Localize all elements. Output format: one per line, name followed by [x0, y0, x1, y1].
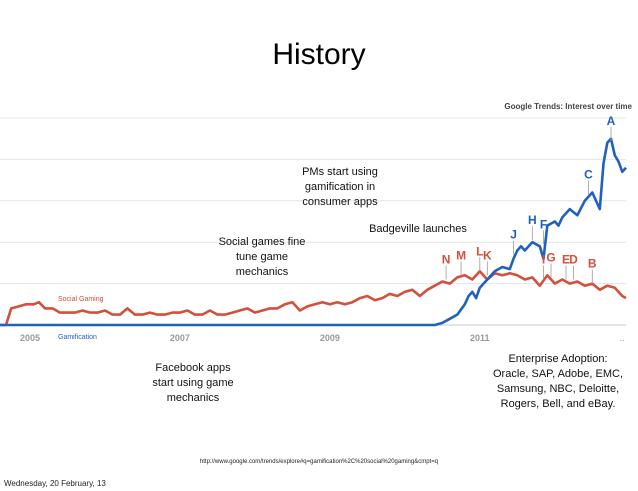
annotation-enterprise: Enterprise Adoption: Oracle, SAP, Adobe,…: [488, 352, 628, 412]
annotation-line: Samsung, NBC, Deloitte,: [496, 383, 620, 395]
annotation-line: Enterprise Adoption:: [508, 353, 608, 365]
event-marker-F: F: [540, 217, 547, 231]
annotation-facebook: Facebook apps start using game mechanics: [138, 361, 248, 406]
x-tick-label: 2011: [470, 333, 490, 343]
page-title: History: [272, 38, 366, 71]
annotation-pms: PMs start using gamification in consumer…: [290, 165, 390, 210]
annotation-line: mechanics: [166, 392, 220, 404]
series-line-social-gaming: [0, 269, 627, 327]
annotation-line: Badgeville launches: [369, 223, 467, 235]
source-url: http://www.google.com/trends/explore#q=g…: [199, 459, 439, 465]
x-tick-label: 2005: [20, 333, 40, 343]
event-marker-E: E: [562, 253, 570, 267]
annotation-line: consumer apps: [302, 196, 378, 208]
event-marker-M: M: [456, 248, 466, 262]
event-marker-I: I: [542, 253, 545, 267]
annotation-line: Rogers, Bell, and eBay.: [500, 398, 616, 410]
event-marker-B: B: [588, 257, 597, 271]
event-marker-N: N: [442, 253, 451, 267]
event-marker-G: G: [546, 250, 555, 264]
series-line-gamification: [0, 137, 627, 327]
event-marker-K: K: [483, 248, 492, 262]
event-marker-L: L: [476, 244, 483, 258]
annotation-line: start using game: [152, 377, 234, 389]
footer-date: Wednesday, 20 February, 13: [4, 479, 106, 488]
legend-social-gaming: Social Gaming: [58, 296, 104, 303]
event-marker-J: J: [510, 228, 517, 242]
chart-series: [0, 137, 627, 327]
trends-source-label: Google Trends: Interest over time: [504, 102, 632, 111]
event-marker-A: A: [607, 114, 616, 128]
chart-event-markers: N M L K I G E D B JH F C A: [442, 114, 616, 284]
x-tick-label: 2009: [320, 333, 340, 343]
annotation-line: Oracle, SAP, Adobe, EMC,: [492, 368, 624, 380]
x-tick-trailing: ..: [619, 333, 624, 343]
annotation-line: mechanics: [235, 266, 289, 278]
event-marker-C: C: [584, 168, 593, 182]
annotation-social-games: Social games fine tune game mechanics: [212, 235, 312, 280]
event-marker-H: H: [528, 213, 537, 227]
event-marker-D: D: [569, 253, 578, 267]
annotation-line: Facebook apps: [155, 362, 231, 374]
chart-x-ticks: 2005 2007 2009 2011..: [20, 333, 625, 343]
annotation-badgeville: Badgeville launches: [358, 222, 478, 237]
annotation-line: PMs start using: [302, 166, 378, 178]
annotation-line: tune game: [236, 251, 288, 263]
legend-gamification: Gamification: [58, 334, 97, 341]
annotation-line: gamification in: [304, 181, 376, 193]
x-tick-label: 2007: [170, 333, 190, 343]
annotation-line: Social games fine: [218, 236, 306, 248]
